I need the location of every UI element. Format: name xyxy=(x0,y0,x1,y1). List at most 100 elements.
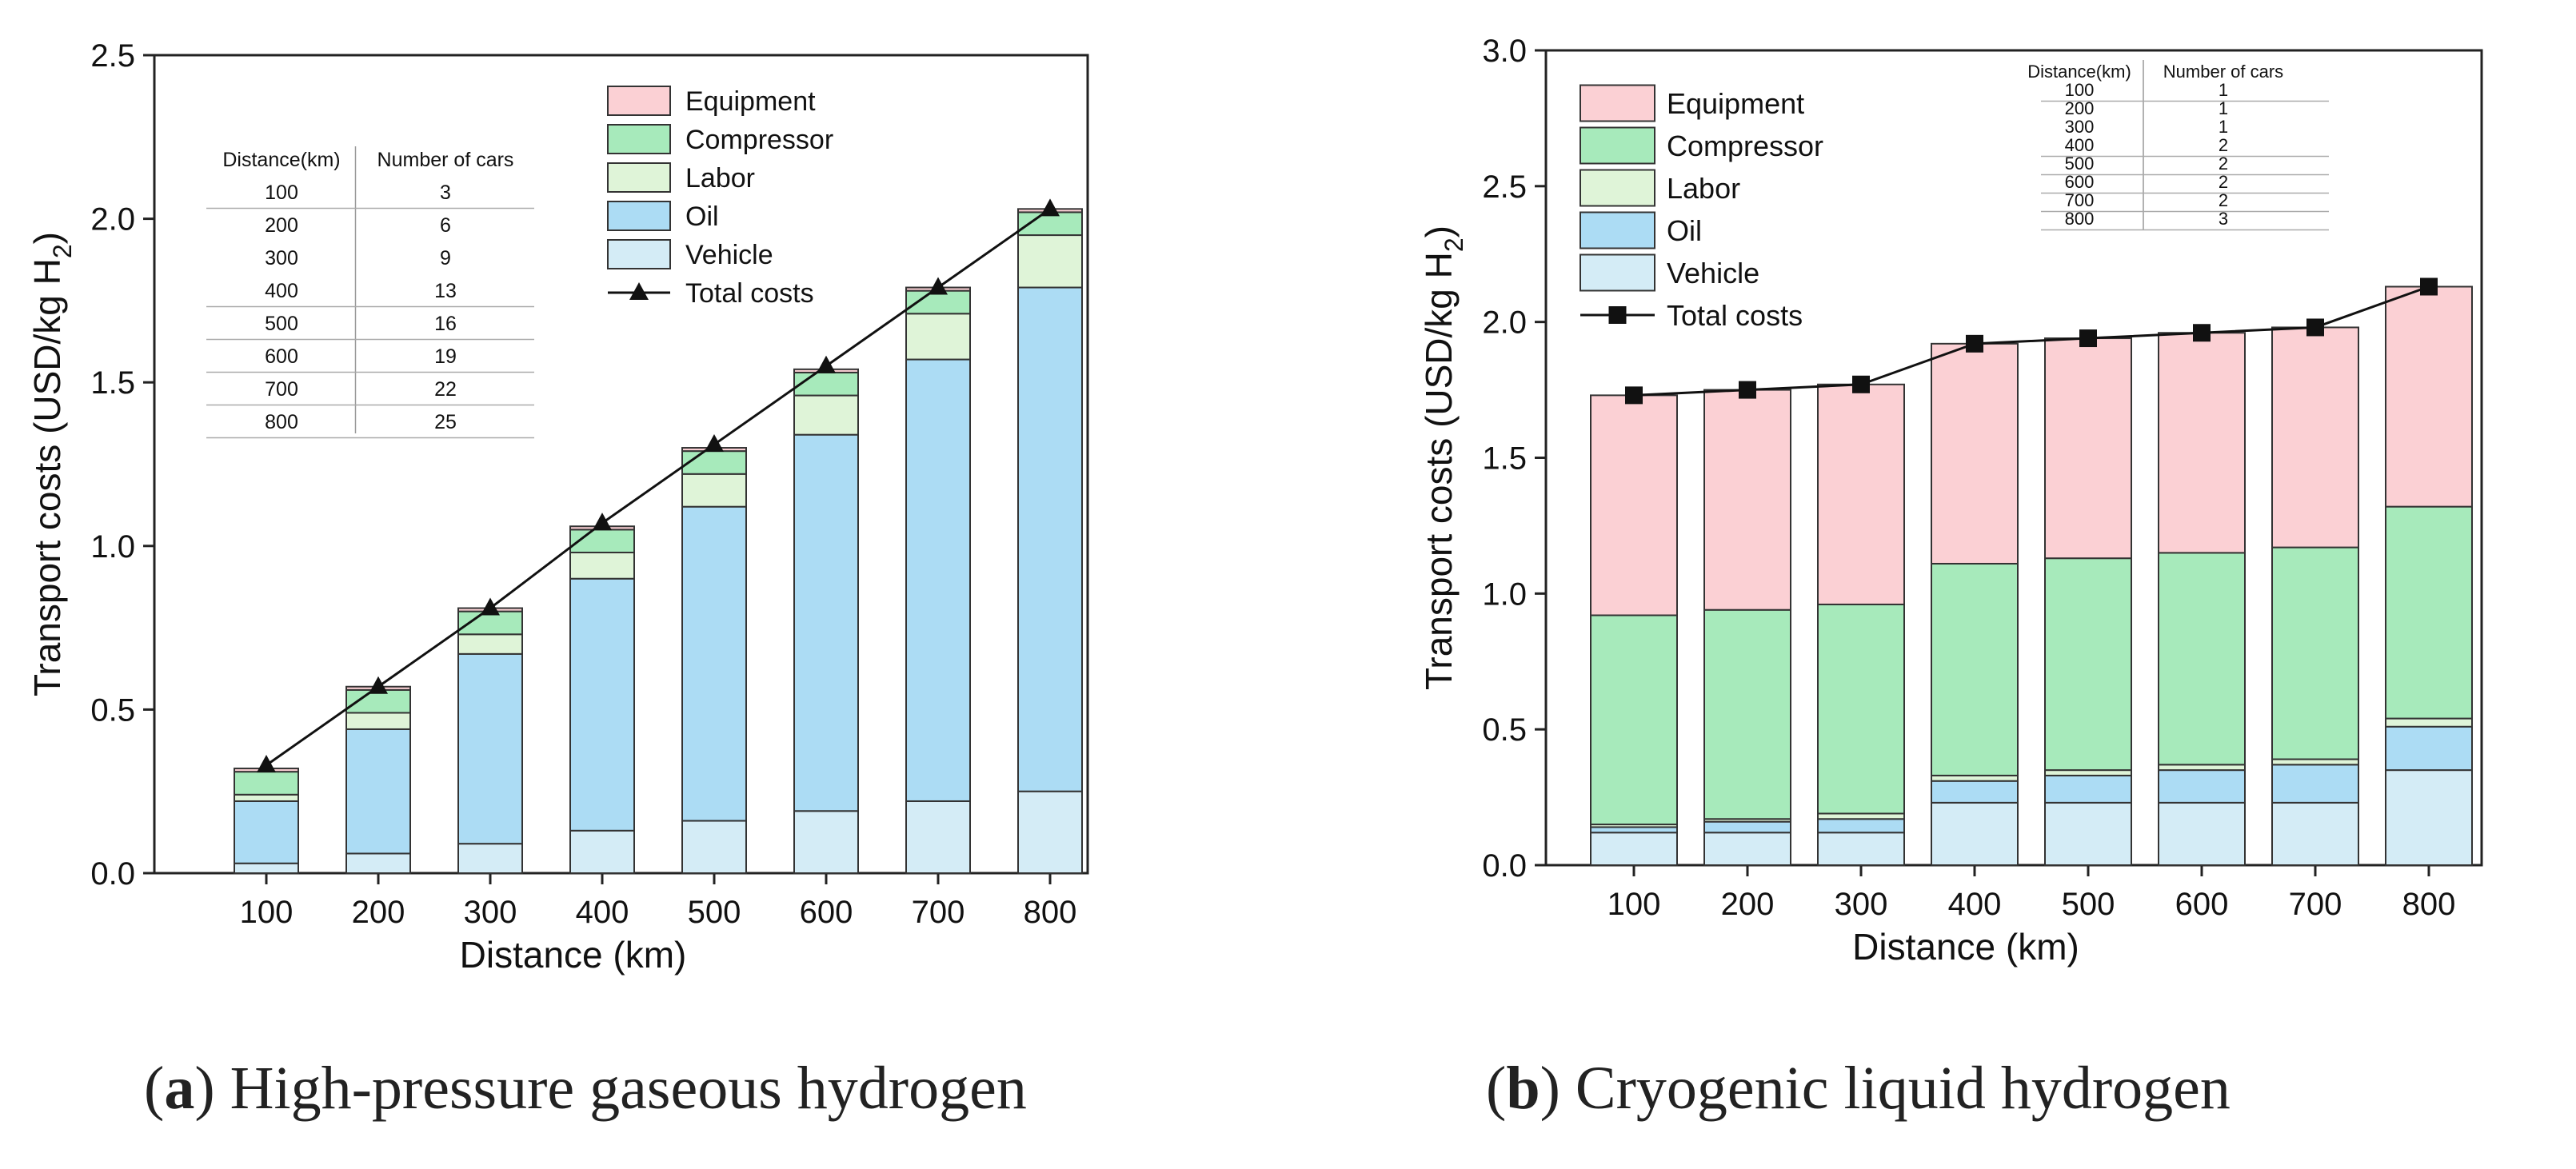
bar-vehicle-400 xyxy=(569,829,635,874)
legend-label: Compressor xyxy=(685,125,833,155)
table-cell-cars: 9 xyxy=(440,247,451,269)
bar-vehicle-800 xyxy=(2385,769,2473,866)
bar-vehicle-600 xyxy=(793,810,859,875)
bar-oil-700 xyxy=(2271,764,2359,804)
bar-labor-300 xyxy=(1817,812,1905,820)
total-marker-500 xyxy=(2079,329,2097,348)
x-tick-label: 400 xyxy=(576,895,629,930)
y-tick-label: 1.0 xyxy=(1482,577,1527,612)
bar-vehicle-700 xyxy=(905,800,971,875)
table-cell-distance: 500 xyxy=(2065,154,2095,174)
y-tick-label: 0.5 xyxy=(90,692,135,728)
legend-marker-total xyxy=(1608,306,1627,324)
bar-compressor-400 xyxy=(569,529,635,553)
table-header-cars: Number of cars xyxy=(377,149,514,171)
bar-vehicle-700 xyxy=(2271,801,2359,866)
y-tick-label: 0.0 xyxy=(90,856,135,892)
bar-oil-500 xyxy=(2044,774,2132,804)
bar-vehicle-400 xyxy=(1931,801,2019,866)
table-cell-distance: 100 xyxy=(265,182,298,204)
table-cell-cars: 2 xyxy=(2219,190,2228,210)
bar-oil-100 xyxy=(234,800,299,864)
table-cell-distance: 600 xyxy=(265,345,298,368)
table-cell-cars: 2 xyxy=(2219,135,2228,155)
chart-a: 0.0 0.5 1.0 1.5 2.0 2.5 100 200 300 400 500 600 700 8… xyxy=(26,38,1089,975)
table-header-cars: Number of cars xyxy=(2163,62,2283,82)
table-cell-distance: 700 xyxy=(265,378,298,401)
total-marker-400 xyxy=(593,513,612,531)
x-axis-label: Distance (km) xyxy=(460,934,687,975)
bar-compressor-700 xyxy=(2271,546,2359,760)
total-marker-200 xyxy=(1739,381,1756,399)
table-cell-cars: 2 xyxy=(2219,172,2228,192)
table-cell-cars: 19 xyxy=(434,345,457,368)
total-marker-100 xyxy=(257,754,276,772)
x-tick-label: 500 xyxy=(688,895,741,930)
total-marker-200 xyxy=(369,676,388,694)
legend-label: Oil xyxy=(1667,214,1702,247)
y-tick-label: 2.0 xyxy=(90,202,135,237)
bar-equipment-300 xyxy=(1817,383,1905,605)
table-cell-distance: 800 xyxy=(265,411,298,433)
bar-equipment-100 xyxy=(1590,394,1678,616)
x-tick-label: 300 xyxy=(1835,887,1888,922)
caption-b-label: b xyxy=(1506,1055,1540,1122)
bar-vehicle-200 xyxy=(345,852,411,874)
table-cell-cars: 2 xyxy=(2219,154,2228,174)
bar-compressor-500 xyxy=(681,450,747,475)
caption-b: (b) Cryogenic liquid hydrogen xyxy=(1486,1055,2231,1122)
legend-swatch-equipment xyxy=(1580,84,1655,122)
table-cell-cars: 16 xyxy=(434,313,457,335)
bar-oil-400 xyxy=(569,577,635,832)
table-cell-distance: 600 xyxy=(2065,172,2095,192)
table-cell-distance: 400 xyxy=(265,280,298,302)
legend-swatch-oil xyxy=(607,201,671,231)
bar-vehicle-100 xyxy=(1590,832,1678,866)
x-tick-label: 300 xyxy=(464,895,517,930)
bar-vehicle-800 xyxy=(1017,790,1083,875)
table-header-distance: Distance(km) xyxy=(2027,62,2131,82)
table-cell-distance: 300 xyxy=(265,247,298,269)
bar-vehicle-300 xyxy=(457,843,523,874)
y-tick-label: 2.0 xyxy=(1482,305,1527,341)
table-cell-distance: 800 xyxy=(2065,209,2095,229)
caption-b-text: Cryogenic liquid hydrogen xyxy=(1575,1055,2231,1122)
table-cell-distance: 300 xyxy=(2065,117,2095,137)
y-tick-label: 0.5 xyxy=(1482,712,1527,748)
legend-swatch-compressor xyxy=(607,124,671,154)
total-marker-100 xyxy=(1625,386,1643,405)
table-cell-cars: 22 xyxy=(434,378,457,401)
total-costs-line xyxy=(266,208,1051,767)
bar-compressor-400 xyxy=(1931,562,2019,776)
table-cell-cars: 3 xyxy=(2219,209,2228,229)
bar-compressor-500 xyxy=(2044,557,2132,772)
table-cell-cars: 1 xyxy=(2219,80,2228,100)
bar-oil-500 xyxy=(681,505,747,822)
bar-labor-500 xyxy=(2044,769,2132,776)
bar-compressor-800 xyxy=(2385,505,2473,720)
bar-labor-700 xyxy=(905,313,971,361)
table-cell-cars: 1 xyxy=(2219,117,2228,137)
bar-oil-600 xyxy=(2158,769,2246,804)
legend-swatch-labor xyxy=(607,162,671,193)
bar-equipment-600 xyxy=(2158,332,2246,554)
bar-labor-500 xyxy=(681,473,747,508)
bar-oil-100 xyxy=(1590,826,1678,834)
bar-oil-300 xyxy=(457,652,523,845)
bar-equipment-700 xyxy=(2271,326,2359,549)
x-tick-label: 100 xyxy=(1608,887,1661,922)
table-cell-cars: 6 xyxy=(440,214,451,237)
table-cell-distance: 200 xyxy=(2065,98,2095,118)
table-cell-cars: 3 xyxy=(440,182,451,204)
x-tick-label: 700 xyxy=(2289,887,2342,922)
table-header-distance: Distance(km) xyxy=(222,149,340,171)
x-tick-label: 800 xyxy=(1024,895,1077,930)
legend-label: Labor xyxy=(685,163,755,194)
x-tick-label: 700 xyxy=(912,895,965,930)
bar-oil-200 xyxy=(1703,820,1791,834)
x-tick-label: 600 xyxy=(2175,887,2229,922)
bar-oil-800 xyxy=(2385,725,2473,772)
bar-vehicle-500 xyxy=(681,820,747,874)
